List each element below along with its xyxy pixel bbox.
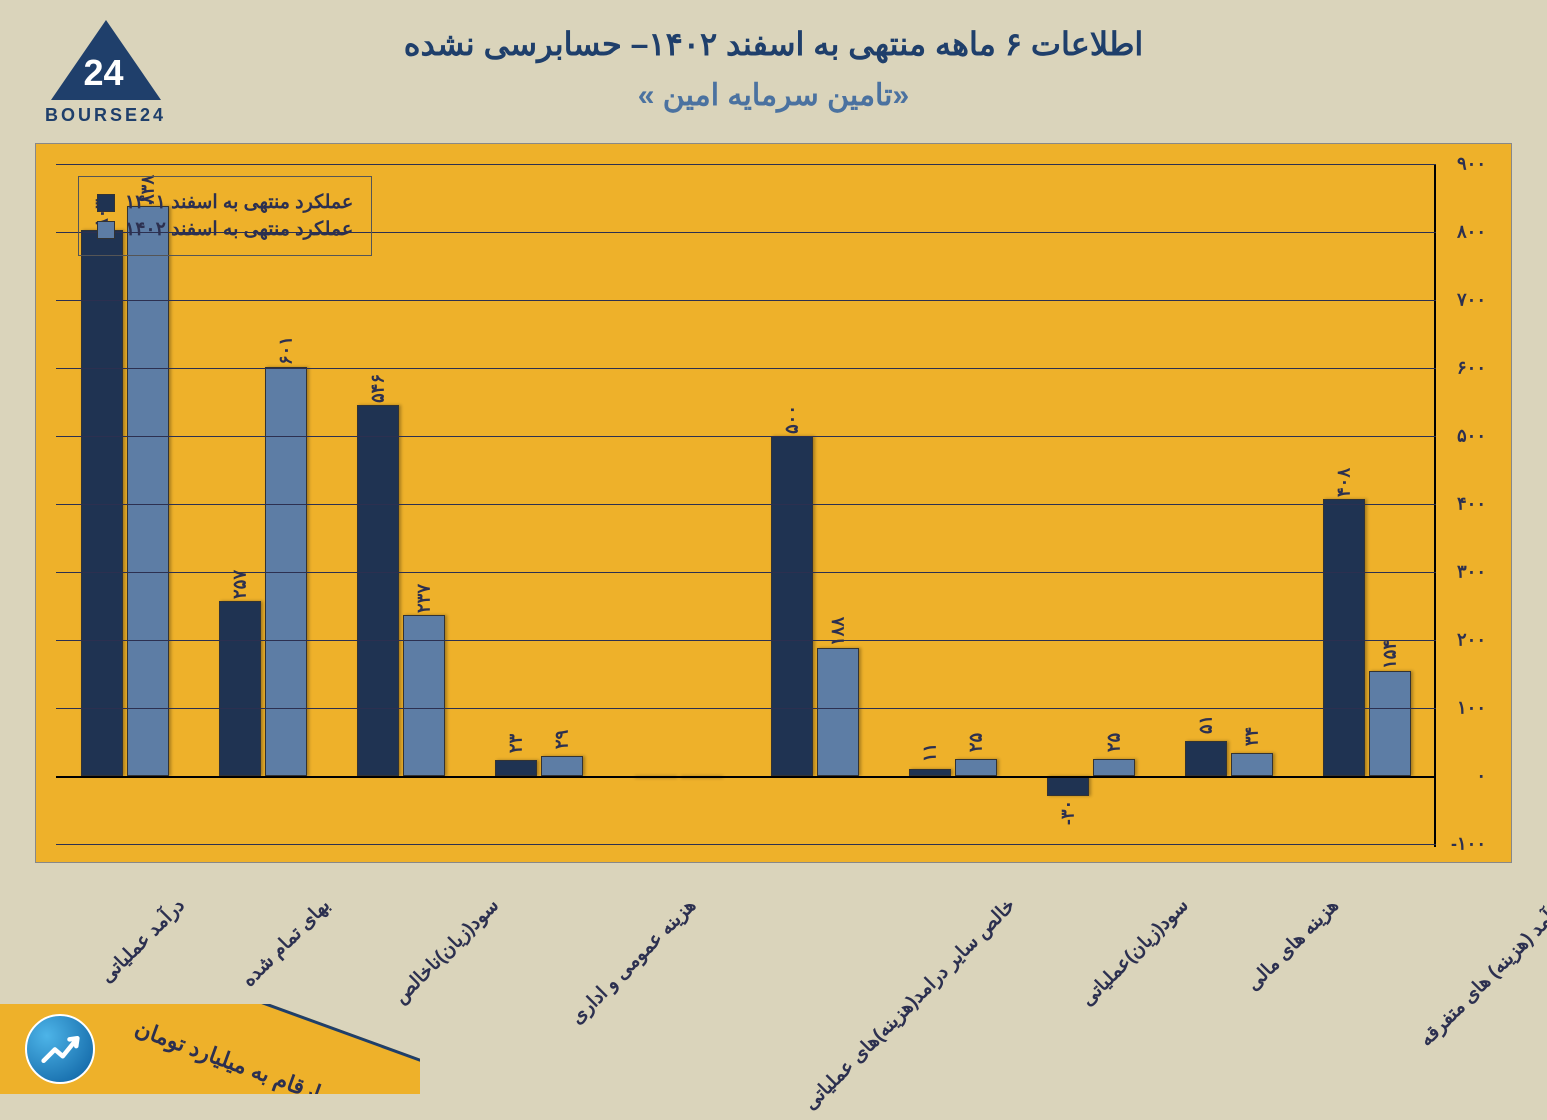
x-axis-label: سود(زیان)ناخالص: [389, 873, 530, 1014]
bar-value-label: ۵۰۰: [782, 405, 803, 434]
bar-value-label: ۲۵۷: [230, 570, 251, 599]
bar: ۴۰۸: [1323, 499, 1365, 776]
bar-value-label: ۱۸۸: [828, 617, 849, 646]
y-tick-label: ۱۰۰-: [1451, 834, 1486, 855]
y-tick-label: ۴۰۰: [1457, 494, 1486, 515]
bar-group: ۵۰۰۱۸۸: [746, 164, 884, 847]
bar-value-label: ۵۴۶: [368, 374, 389, 403]
zero-line: [56, 776, 1436, 778]
grid-line: [56, 504, 1436, 505]
bar-group: ۳۰-۲۵: [1022, 164, 1160, 847]
legend-swatch: [97, 194, 115, 212]
y-tick-label: ۲۰۰: [1457, 630, 1486, 651]
bar-group: [608, 164, 746, 847]
grid-line: [56, 640, 1436, 641]
bar-value-label: ۲۵: [1104, 733, 1125, 752]
bar: ۵۴۶: [357, 405, 399, 776]
logo-label: BOURSE24: [45, 105, 166, 126]
page-title: اطلاعات ۶ ماهه منتهی به اسفند ۱۴۰۲– حساب…: [40, 25, 1507, 63]
bar: ۳۰-: [1047, 776, 1089, 796]
bar-group: ۱۱ ۲۵: [884, 164, 1022, 847]
bar: ۲۵: [1093, 759, 1135, 776]
grid-line: [56, 436, 1436, 437]
grid-line: [56, 572, 1436, 573]
bar: ۲۵۷: [219, 601, 261, 776]
x-axis-label: درآمد عملیاتی: [96, 873, 216, 993]
grid-line: [56, 844, 1436, 845]
y-tick-label: ۳۰۰: [1457, 562, 1486, 583]
x-axis-label: بهای تمام شده: [237, 873, 361, 997]
page-subtitle: «تامین سرمایه امین »: [40, 78, 1507, 113]
bar-group: ۲۳۲۹: [470, 164, 608, 847]
legend-swatch: [97, 221, 115, 239]
bars-area: ۸۰۳۸۳۸۲۵۷۶۰۱۵۴۶۲۳۷۲۳۲۹۵۰۰۱۸۸۱۱۲۵۳۰-۲۵۵۱۳…: [56, 164, 1436, 847]
legend-item: عملکرد منتهی به اسفند ۱۴۰۲: [97, 218, 353, 241]
bar: ۸۰۳: [81, 230, 123, 776]
bar-group: ۸۰۳۸۳۸: [56, 164, 194, 847]
bar-group: ۴۰۸۱۵۴: [1298, 164, 1436, 847]
bar: ۸۳۸: [127, 206, 169, 776]
bar: ۲۹: [541, 756, 583, 776]
bar: ۲۳۷: [403, 615, 445, 776]
bar: ۱۱: [909, 769, 951, 776]
legend-label: عملکرد منتهی به اسفند ۱۴۰۲: [125, 218, 353, 241]
bar-group: ۲۵۷ ۶۰۱: [194, 164, 332, 847]
bar-value-label: ۳۴: [1242, 727, 1263, 746]
y-tick-label: ۶۰۰: [1457, 358, 1486, 379]
x-axis-label: هزینه های مالی: [1242, 873, 1370, 1001]
bar: ۱۵۴: [1369, 671, 1411, 776]
x-axis-labels: درآمد عملیاتیبهای تمام شدهسود(زیان)ناخال…: [55, 873, 1512, 903]
bar: ۳۴: [1231, 753, 1273, 776]
bar-value-label: ۳۰-: [1058, 800, 1079, 825]
plot-area: ۱۰۰-۰۱۰۰۲۰۰۳۰۰۴۰۰۵۰۰۶۰۰۷۰۰۸۰۰۹۰۰ ۸۰۳۸۳۸۲…: [56, 164, 1436, 847]
corner-ribbon: ارقام به میلیارد تومان: [0, 1004, 420, 1094]
legend-item: عملکرد منتهی به اسفند ۱۴۰۱: [97, 191, 353, 214]
y-tick-label: ۸۰۰: [1457, 222, 1486, 243]
logo-number: 24: [84, 52, 124, 94]
grid-line: [56, 368, 1436, 369]
bar: ۲۵: [955, 759, 997, 776]
bar-value-label: ۲۳: [506, 734, 527, 753]
y-axis: ۱۰۰-۰۱۰۰۲۰۰۳۰۰۴۰۰۵۰۰۶۰۰۷۰۰۸۰۰۹۰۰: [1436, 164, 1491, 847]
bar: ۲۳: [495, 760, 537, 776]
bar-value-label: ۴۰۸: [1334, 468, 1355, 497]
bar-value-label: ۲۵: [966, 733, 987, 752]
grid-line: [56, 708, 1436, 709]
bar-value-label: ۲۹: [552, 730, 573, 749]
bar: ۵۱: [1185, 741, 1227, 776]
bar-value-label: ۱۱: [920, 742, 941, 761]
bar-value-label: ۲۳۷: [414, 584, 435, 613]
x-axis-label: سود(زیان)عملیاتی: [1076, 873, 1219, 1016]
legend-label: عملکرد منتهی به اسفند ۱۴۰۱: [125, 191, 353, 214]
bar-value-label: ۵۱: [1196, 715, 1217, 734]
y-tick-label: ۷۰۰: [1457, 290, 1486, 311]
footer: ارقام به میلیارد تومان: [0, 1004, 1547, 1094]
grid-line: [56, 300, 1436, 301]
bar: ۵۰۰: [771, 436, 813, 776]
chart-container: ۱۰۰-۰۱۰۰۲۰۰۳۰۰۴۰۰۵۰۰۶۰۰۷۰۰۸۰۰۹۰۰ ۸۰۳۸۳۸۲…: [35, 143, 1512, 863]
y-tick-label: ۵۰۰: [1457, 426, 1486, 447]
header: 24 BOURSE24 اطلاعات ۶ ماهه منتهی به اسفن…: [0, 0, 1547, 128]
chart-trend-icon: [25, 1014, 95, 1084]
logo: 24 BOURSE24: [45, 20, 166, 126]
y-tick-label: ۱۰۰: [1457, 698, 1486, 719]
bar-value-label: ۱۵۴: [1380, 640, 1401, 669]
bar-group: ۵۴۶۲۳۷: [332, 164, 470, 847]
bar-group: ۵۱۳۴: [1160, 164, 1298, 847]
grid-line: [56, 164, 1436, 165]
bar-value-label: ۶۰۱: [276, 336, 297, 365]
logo-triangle-icon: 24: [51, 20, 161, 100]
legend: عملکرد منتهی به اسفند ۱۴۰۱ عملکرد منتهی …: [78, 176, 372, 256]
bar: ۱۸۸: [817, 648, 859, 776]
y-tick-label: ۰: [1476, 766, 1486, 787]
y-tick-label: ۹۰۰: [1457, 154, 1486, 175]
